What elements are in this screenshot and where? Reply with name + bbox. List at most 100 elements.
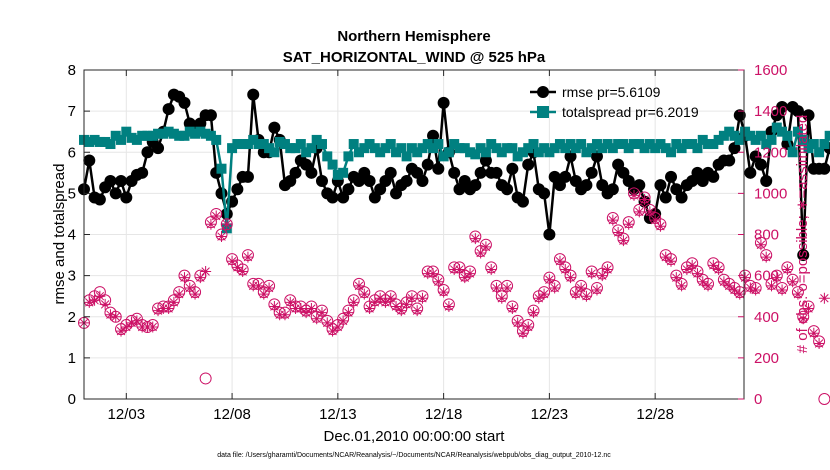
totalspread-point: [734, 134, 745, 145]
obs-assimilated-point: [755, 239, 767, 251]
obs-assimilated-point: [253, 280, 265, 292]
rmse-point: [474, 166, 487, 179]
obs-assimilated-point: [464, 268, 476, 280]
y-axis-label-right: # of obs: o=possible; ∗=assimilated: [794, 115, 811, 354]
rmse-point: [776, 101, 789, 114]
obs-assimilated-point: [691, 268, 703, 280]
obs-assimilated-point: [216, 231, 227, 243]
totalspread-point: [184, 126, 195, 137]
obs-assimilated-point: [99, 298, 111, 310]
x-tick-label: 12/03: [108, 406, 146, 423]
legend-totalspread-marker: [537, 106, 549, 118]
obs-assimilated-point: [596, 270, 608, 282]
rmse-point: [538, 187, 551, 200]
obs-assimilated-point: [104, 309, 116, 321]
rmse-point: [427, 129, 440, 142]
obs-assimilated-point: [533, 292, 545, 304]
obs-assimilated-point: [607, 214, 619, 226]
totalspread-point: [761, 139, 772, 150]
totalspread-point: [94, 136, 105, 147]
obs-assimilated-point: [353, 280, 365, 292]
totalspread-point: [137, 130, 148, 141]
rmse-point: [606, 183, 619, 196]
totalspread-point: [618, 139, 629, 150]
totalspread-point: [655, 139, 666, 150]
obs-assimilated-point: [543, 274, 555, 286]
totalspread-point: [417, 143, 428, 154]
obs-assimilated-point: [295, 303, 307, 315]
y-axis-label-left: rmse and totalspread: [51, 164, 68, 305]
obs-assimilated-point: [760, 251, 772, 263]
obs-assimilated-point: [115, 325, 127, 337]
obs-assimilated-point: [152, 305, 164, 317]
totalspread-point: [639, 143, 650, 154]
rmse-point: [241, 170, 254, 183]
rmse-point: [231, 183, 244, 196]
obs-assimilated-point: [644, 206, 656, 218]
rmse-point: [543, 228, 556, 241]
obs-assimilated-point: [702, 280, 714, 292]
series-assimilated: [78, 189, 830, 349]
totalspread-point: [258, 139, 269, 150]
totalspread-point: [422, 139, 433, 150]
rmse-point: [564, 150, 577, 163]
obs-assimilated-point: [808, 327, 820, 339]
totalspread-point: [560, 143, 571, 154]
obs-assimilated-point: [766, 280, 777, 292]
totalspread-point: [301, 147, 312, 158]
totalspread-point: [634, 139, 645, 150]
totalspread-point: [523, 143, 534, 154]
obs-assimilated-point: [697, 276, 709, 288]
rmse-point: [421, 158, 434, 171]
totalspread-point: [237, 139, 248, 150]
totalspread-point: [687, 139, 698, 150]
totalspread-point: [713, 134, 724, 145]
obs-assimilated-point: [707, 259, 719, 271]
y-right-tick-label: 200: [754, 350, 779, 367]
obs-assimilated-point: [348, 296, 360, 308]
obs-assimilated-point: [549, 282, 561, 294]
obs-assimilated-point: [660, 251, 672, 263]
totalspread-point: [375, 147, 386, 158]
legend: rmse pr=5.6109 totalspread pr=6.2019: [530, 84, 699, 120]
totalspread-point: [433, 139, 444, 150]
obs-assimilated-point: [305, 303, 317, 315]
rmse-point: [437, 96, 450, 109]
totalspread-point: [84, 136, 95, 147]
obs-possible-point: [818, 393, 830, 405]
totalspread-point: [253, 139, 264, 150]
rmse-point: [305, 166, 318, 179]
totalspread-point: [623, 143, 634, 154]
obs-assimilated-point: [237, 266, 249, 278]
rmse-point: [707, 170, 720, 183]
totalspread-point: [486, 139, 497, 150]
rmse-point: [654, 179, 667, 192]
obs-assimilated-point: [316, 307, 328, 319]
obs-assimilated-point: [358, 288, 370, 300]
obs-assimilated-point: [771, 272, 783, 284]
totalspread-point: [343, 151, 354, 162]
totalspread-point: [755, 130, 766, 141]
obs-assimilated-point: [327, 325, 339, 337]
totalspread-point: [718, 130, 729, 141]
totalspread-point: [279, 139, 290, 150]
y-left-tick-label: 3: [68, 268, 76, 285]
obs-assimilated-point: [633, 206, 645, 218]
rmse-point: [501, 183, 514, 196]
obs-assimilated-point: [226, 255, 238, 267]
totalspread-point: [517, 147, 528, 158]
totalspread-point: [242, 139, 253, 150]
legend-rmse-marker: [537, 86, 549, 98]
rmse-point: [516, 195, 529, 208]
totalspread-point: [359, 143, 370, 154]
totalspread-point: [158, 128, 169, 139]
totalspread-point: [322, 151, 333, 162]
obs-assimilated-point: [395, 305, 407, 317]
obs-assimilated-point: [453, 263, 465, 275]
totalspread-point: [306, 143, 317, 154]
rmse-point: [754, 158, 767, 171]
rmse-point: [326, 191, 339, 204]
totalspread-point: [602, 139, 613, 150]
rmse-point: [400, 175, 413, 188]
totalspread-point: [348, 139, 359, 150]
